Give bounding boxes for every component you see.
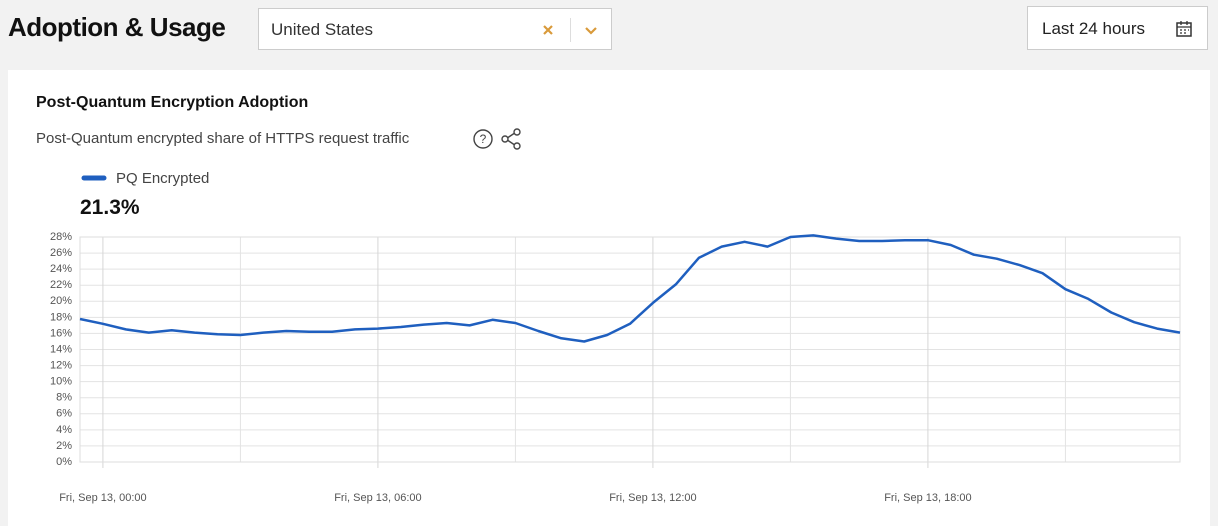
y-tick-label: 6% [56, 408, 72, 420]
y-tick-label: 2% [56, 440, 72, 452]
y-tick-label: 16% [50, 327, 72, 339]
legend-label: PQ Encrypted [116, 170, 210, 187]
card-subtitle: Post-Quantum encrypted share of HTTPS re… [36, 130, 410, 147]
share-icon[interactable] [501, 128, 521, 150]
y-tick-label: 20% [50, 295, 72, 307]
y-tick-label: 14% [50, 343, 72, 355]
y-tick-label: 26% [50, 247, 72, 259]
y-tick-label: 10% [50, 376, 72, 388]
dropdown-icon[interactable] [584, 23, 598, 37]
data-line [79, 234, 1181, 343]
y-tick-label: 0% [56, 456, 72, 468]
x-tick-label: Fri, Sep 13, 18:00 [884, 492, 971, 504]
summary-value: 21.3% [80, 196, 140, 219]
page-title: Adoption & Usage [8, 12, 226, 42]
y-tick-label: 22% [50, 279, 72, 291]
x-tick-label: Fri, Sep 13, 00:00 [59, 492, 146, 504]
location-select[interactable]: United States [258, 8, 612, 50]
location-value: United States [271, 20, 374, 39]
y-tick-label: 18% [50, 311, 72, 323]
time-range-value: Last 24 hours [1042, 19, 1146, 38]
card-icons: ? [473, 128, 521, 150]
y-tick-label: 8% [56, 392, 72, 404]
y-tick-label: 4% [56, 424, 72, 436]
x-tick-label: Fri, Sep 13, 12:00 [609, 492, 696, 504]
card-title: Post-Quantum Encryption Adoption [36, 94, 309, 111]
x-tick-label: Fri, Sep 13, 06:00 [334, 492, 421, 504]
chart-card [8, 70, 1210, 526]
help-glyph: ? [480, 132, 487, 146]
y-tick-label: 12% [50, 359, 72, 371]
y-tick-label: 28% [50, 231, 72, 243]
clear-icon[interactable] [541, 23, 555, 37]
calendar-icon [1176, 21, 1192, 37]
time-range-picker[interactable]: Last 24 hours [1027, 6, 1208, 50]
y-tick-label: 24% [50, 263, 72, 275]
help-icon[interactable] [473, 129, 493, 149]
plot-frame [79, 236, 1181, 463]
separator [570, 18, 571, 42]
